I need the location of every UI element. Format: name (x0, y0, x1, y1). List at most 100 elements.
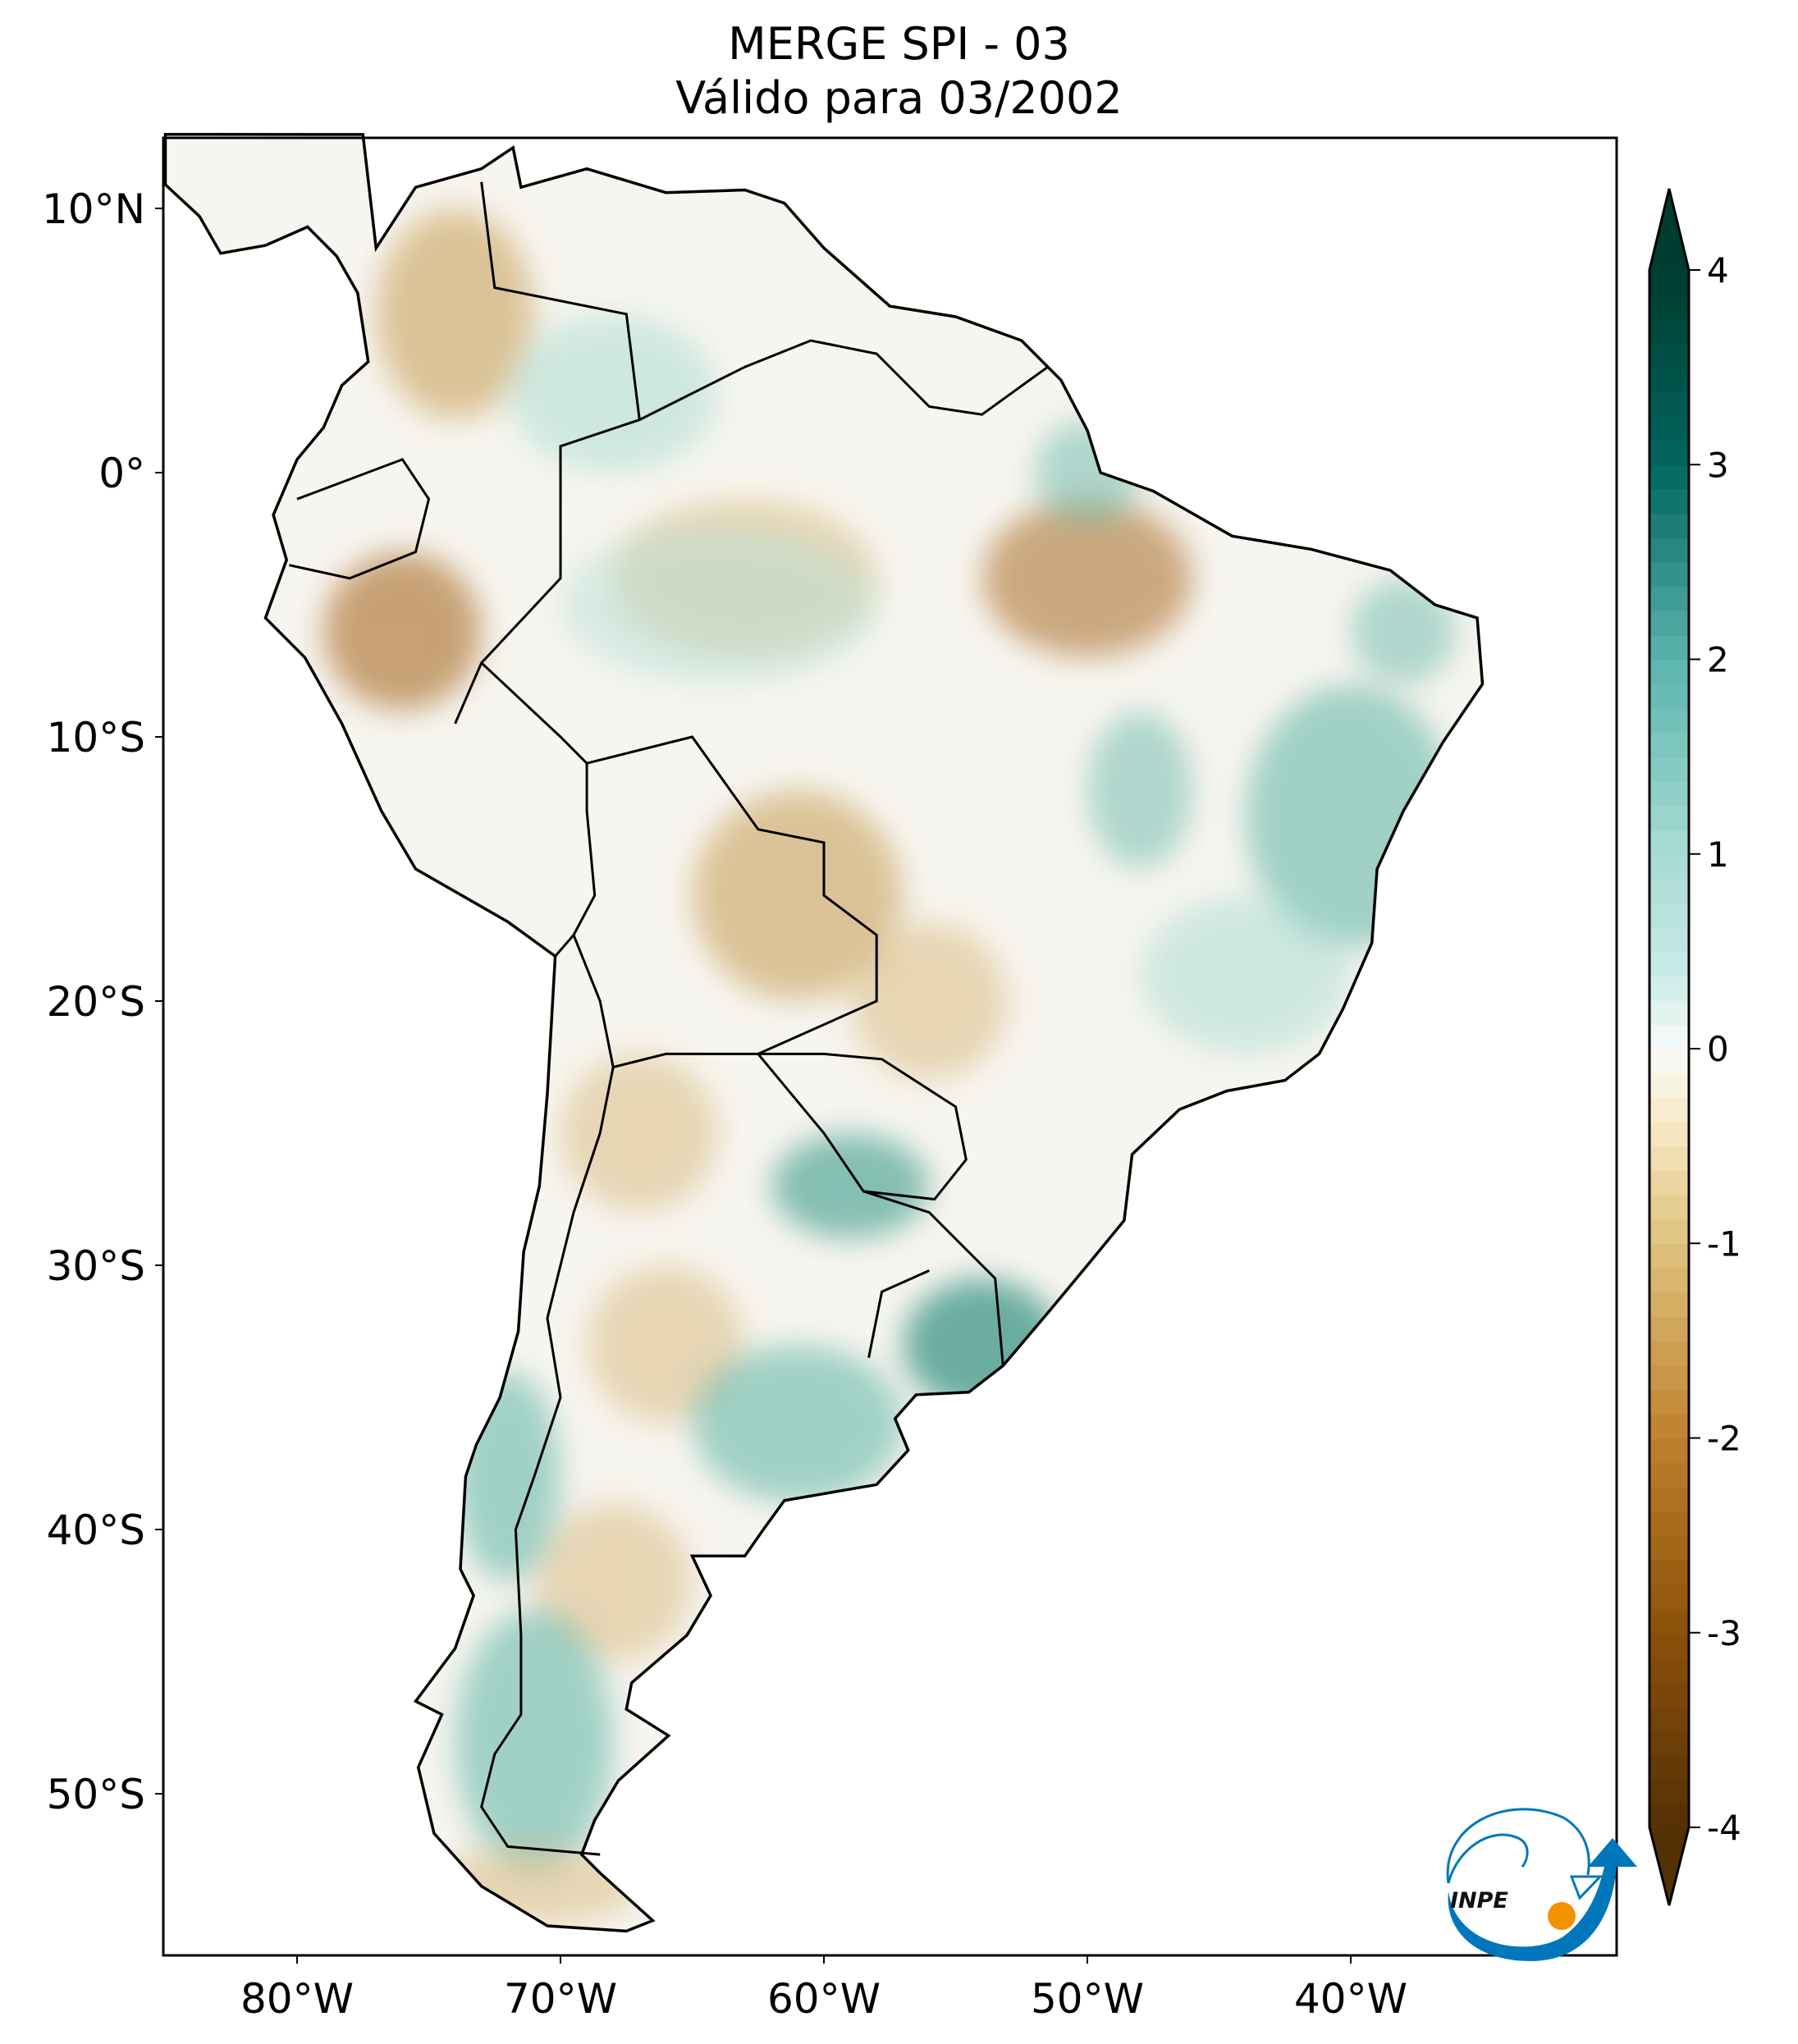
colorbar-segment (1649, 1145, 1689, 1172)
spi-anomaly-region (692, 790, 903, 1001)
spi-anomaly-region (1087, 711, 1193, 869)
country-border (480, 1067, 615, 1856)
colorbar-segment (1649, 878, 1689, 903)
colorbar-tick-label: 3 (1707, 445, 1729, 485)
colorbar-tick-label: -2 (1707, 1419, 1741, 1459)
colorbar-segment (1649, 1803, 1689, 1828)
colorbar-segment (1649, 1559, 1689, 1585)
inpe-logo: INPE (1446, 1808, 1637, 1961)
map-frame (162, 136, 1618, 1957)
colorbar-segment (1649, 757, 1689, 782)
colorbar-segment (1649, 1194, 1689, 1220)
colorbar-segment (1649, 464, 1689, 490)
spi-anomaly-region (323, 552, 482, 711)
colorbar-tick-label: -4 (1707, 1808, 1741, 1848)
colorbar-segment (1649, 659, 1689, 684)
spi-anomaly-region (903, 1278, 1061, 1411)
colorbar-segment (1649, 1316, 1689, 1342)
colorbar-segment (1649, 1632, 1689, 1658)
spi-anomaly-region (982, 499, 1192, 657)
colorbar-segment (1649, 1340, 1689, 1366)
y-tick-label: 0° (98, 450, 145, 497)
colorbar-segment (1649, 318, 1689, 344)
colorbar-tick-label: 4 (1707, 250, 1729, 290)
y-tick-label: 30°S (47, 1242, 145, 1290)
colorbar-segment (1649, 1730, 1689, 1755)
colorbar-segment (1649, 415, 1689, 441)
colorbar-segment (1649, 391, 1689, 417)
colorbar-segment (1649, 707, 1689, 734)
country-border (867, 1269, 931, 1358)
colorbar-segment (1649, 830, 1689, 855)
colorbar-segment (1649, 1072, 1689, 1099)
colorbar: 4 3 2 1 0 -1 -2 -3 -4 (1648, 188, 1741, 1906)
spi-anomaly-region (692, 1345, 903, 1503)
spi-anomaly-region (455, 1609, 613, 1873)
colorbar-segment (1649, 903, 1689, 928)
y-tick-label: 20°S (47, 978, 145, 1026)
colorbar-segment (1649, 1705, 1689, 1731)
colorbar-segment (1649, 1486, 1689, 1512)
colorbar-segment (1649, 1511, 1689, 1536)
colorbar-segment (1649, 780, 1689, 807)
colorbar-segment (1649, 270, 1689, 295)
spi-anomaly-region (560, 526, 876, 684)
spi-anomaly-region (1035, 420, 1140, 525)
colorbar-tick-label: -3 (1707, 1613, 1741, 1653)
colorbar-segment (1649, 1584, 1689, 1609)
chart-subtitle: Válido para 03/2002 (675, 72, 1123, 124)
coastline (163, 133, 1485, 1933)
x-axis: 80°W 70°W 60°W 50°W 40°W (240, 1955, 1407, 2023)
x-tick-label: 80°W (240, 1975, 354, 2023)
colorbar-segment (1649, 1049, 1689, 1074)
spi-anomaly-region (508, 314, 719, 473)
spi-anomaly-region (587, 1265, 745, 1424)
colorbar-segment (1649, 342, 1689, 368)
colorbar-tick-label: 0 (1707, 1029, 1729, 1069)
colorbar-tick-label: 1 (1707, 835, 1729, 875)
y-axis: 10°N 0° 10°S 20°S 30°S 40°S 50°S (42, 185, 163, 1818)
colorbar-segment (1649, 1267, 1689, 1293)
colorbar-segment (1649, 1608, 1689, 1634)
colorbar-segment (1649, 805, 1689, 830)
y-tick-label: 10°S (47, 714, 145, 761)
y-tick-label: 10°N (42, 185, 145, 233)
colorbar-segment (1649, 1389, 1689, 1415)
y-tick-label: 50°S (47, 1771, 145, 1818)
spi-anomaly-region (850, 922, 1009, 1080)
colorbar-segment (1649, 1024, 1689, 1049)
spi-anomaly-region (560, 1054, 719, 1212)
colorbar-segment (1649, 634, 1689, 661)
x-tick-label: 60°W (767, 1975, 881, 2023)
x-tick-label: 50°W (1031, 1975, 1144, 2023)
spi-anomaly-region (534, 1503, 693, 1662)
colorbar-segment (1649, 976, 1689, 1001)
colorbar-segment (1649, 1292, 1689, 1318)
country-border (638, 339, 1049, 421)
colorbar-extend-max (1649, 189, 1689, 270)
colorbar-tick-label: 2 (1707, 640, 1729, 680)
colorbar-segment (1649, 1462, 1689, 1488)
colorbar-tick-label: -1 (1707, 1223, 1741, 1264)
colorbar-segment (1649, 1170, 1689, 1196)
country-borders (289, 181, 1049, 1856)
colorbar-segment (1649, 1681, 1689, 1707)
country-border (757, 1052, 968, 1201)
x-tick-label: 70°W (504, 1975, 617, 2023)
colorbar-segment (1649, 1413, 1689, 1439)
country-border (572, 735, 878, 1069)
colorbar-segment (1649, 926, 1689, 953)
colorbar-segment (1649, 732, 1689, 757)
colorbar-segment (1649, 1778, 1689, 1804)
colorbar-segment (1649, 1535, 1689, 1561)
country-border (862, 1190, 1004, 1366)
colorbar-segment (1649, 951, 1689, 976)
spi-anomaly-region (455, 1371, 560, 1582)
colorbar-segment (1649, 1657, 1689, 1682)
spi-anomaly-region (1140, 895, 1351, 1054)
colorbar-segment (1649, 367, 1689, 393)
y-tick-label: 40°S (47, 1507, 145, 1554)
spi-anomaly-region (428, 1846, 639, 1926)
spi-anomaly-region (376, 208, 534, 419)
chart-title: MERGE SPI - 03 (728, 18, 1070, 70)
